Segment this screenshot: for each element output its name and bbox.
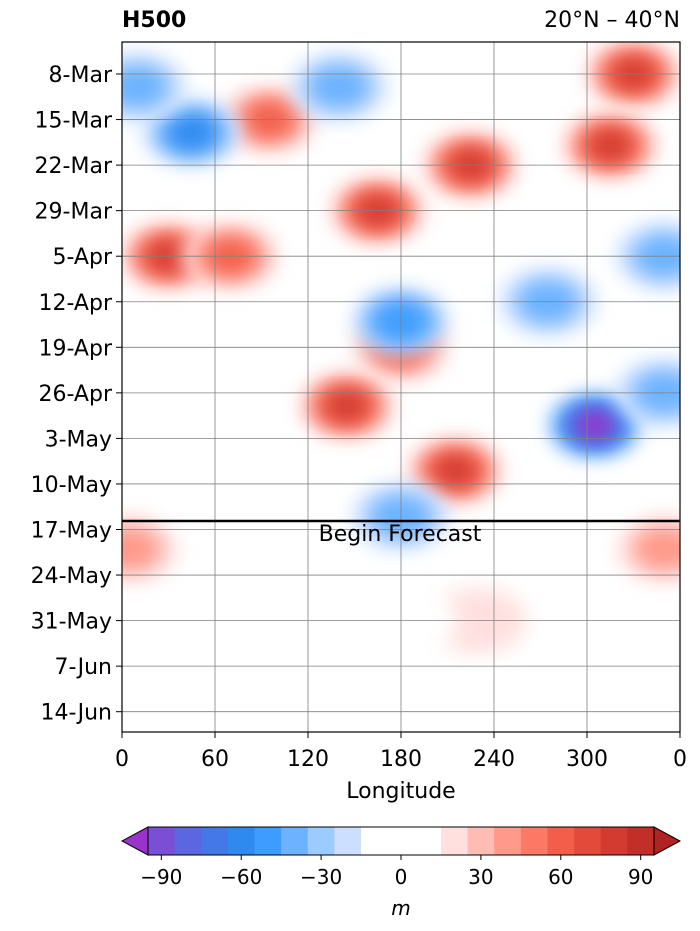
colorbar-segment <box>201 827 229 855</box>
colorbar-segment <box>574 827 602 855</box>
colorbar-tick-label: 0 <box>395 865 408 889</box>
colorbar-tick-label: −90 <box>140 865 182 889</box>
y-tick-label: 14-Jun <box>40 701 112 726</box>
anomaly-contour <box>326 391 368 421</box>
colorbar-segment <box>307 827 335 855</box>
colorbar-extend-max <box>653 826 682 856</box>
colorbar-segment <box>174 827 202 855</box>
anomaly-contour <box>576 412 613 439</box>
anomaly-contour <box>122 526 162 572</box>
colorbar-segment <box>547 827 575 855</box>
colorbar-segment <box>467 827 495 855</box>
colorbar-segment <box>520 827 548 855</box>
anomaly-contour <box>167 115 217 151</box>
colorbar-segment <box>440 827 469 855</box>
colorbar-label: m <box>391 896 410 920</box>
anomaly-contour <box>307 64 371 110</box>
colorbar-segment <box>600 827 628 855</box>
x-tick-label: 0 <box>673 747 687 772</box>
colorbar-segment <box>627 827 655 855</box>
chart-title-right: 20°N – 40°N <box>544 8 680 33</box>
colorbar-segment <box>334 827 362 855</box>
colorbar-tick-label: 90 <box>628 865 653 889</box>
forecast-label: Begin Forecast <box>319 522 482 547</box>
x-tick-label: 180 <box>380 747 422 772</box>
y-tick-label: 10-May <box>31 473 112 498</box>
colorbar-tick-label: −30 <box>300 865 342 889</box>
anomaly-contour <box>122 64 170 110</box>
colorbar-tick-label: 30 <box>468 865 493 889</box>
anomaly-contour <box>589 130 631 161</box>
anomaly-contour <box>632 526 680 572</box>
y-tick-label: 3-May <box>45 427 112 452</box>
x-tick-label: 120 <box>287 747 329 772</box>
colorbar-tick-label: 60 <box>548 865 573 889</box>
y-tick-label: 26-Apr <box>38 382 112 407</box>
y-tick-label: 17-May <box>31 519 112 544</box>
x-tick-label: 300 <box>566 747 608 772</box>
y-tick-label: 12-Apr <box>38 291 112 316</box>
x-axis-label: Longitude <box>346 779 455 804</box>
chart-title-left: H500 <box>122 8 187 33</box>
x-tick-label: 60 <box>201 747 229 772</box>
x-tick-label: 0 <box>115 747 129 772</box>
colorbar-extend-min <box>120 826 149 856</box>
y-tick-label: 22-Mar <box>35 154 113 179</box>
y-tick-label: 29-Mar <box>35 200 113 225</box>
y-tick-label: 31-May <box>31 610 112 635</box>
y-tick-label: 5-Apr <box>52 245 112 270</box>
x-tick-label: 240 <box>473 747 515 772</box>
colorbar-segment <box>361 827 442 855</box>
y-tick-label: 24-May <box>31 564 112 589</box>
y-tick-label: 8-Mar <box>49 63 113 88</box>
colorbar-segment <box>281 827 309 855</box>
colorbar-tick-label: −60 <box>220 865 262 889</box>
colorbar-segment <box>254 827 282 855</box>
colorbar-segment <box>494 827 522 855</box>
colorbar-segment <box>148 827 176 855</box>
y-tick-label: 15-Mar <box>35 109 113 134</box>
y-tick-label: 19-Apr <box>38 336 112 361</box>
colorbar-segment <box>227 827 256 855</box>
anomaly-contour <box>434 456 476 486</box>
y-tick-label: 7-Jun <box>54 655 112 680</box>
